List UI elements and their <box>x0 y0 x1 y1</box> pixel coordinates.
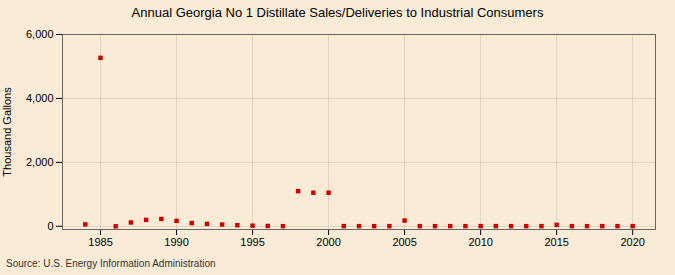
svg-text:0: 0 <box>47 220 53 232</box>
svg-text:1995: 1995 <box>240 236 264 248</box>
svg-text:1985: 1985 <box>88 236 112 248</box>
html-text:Annual Georgia No 1 Distillate: Annual Georgia No 1 Distillate Sales/Del… <box>131 5 544 20</box>
svg-text:2005: 2005 <box>392 236 416 248</box>
svg-text:6,000: 6,000 <box>26 28 54 40</box>
svg-text:4,000: 4,000 <box>26 92 54 104</box>
svg-text:Thousand Gallons: Thousand Gallons <box>1 87 13 177</box>
html-text:Source: U.S. Energy Informatio: Source: U.S. Energy Information Administ… <box>6 258 216 269</box>
svg-text:2020: 2020 <box>620 236 644 248</box>
svg-text:1990: 1990 <box>164 236 188 248</box>
svg-text:2,000: 2,000 <box>26 156 54 168</box>
svg-text:2000: 2000 <box>316 236 340 248</box>
svg-text:2015: 2015 <box>544 236 568 248</box>
svg-text:2010: 2010 <box>468 236 492 248</box>
